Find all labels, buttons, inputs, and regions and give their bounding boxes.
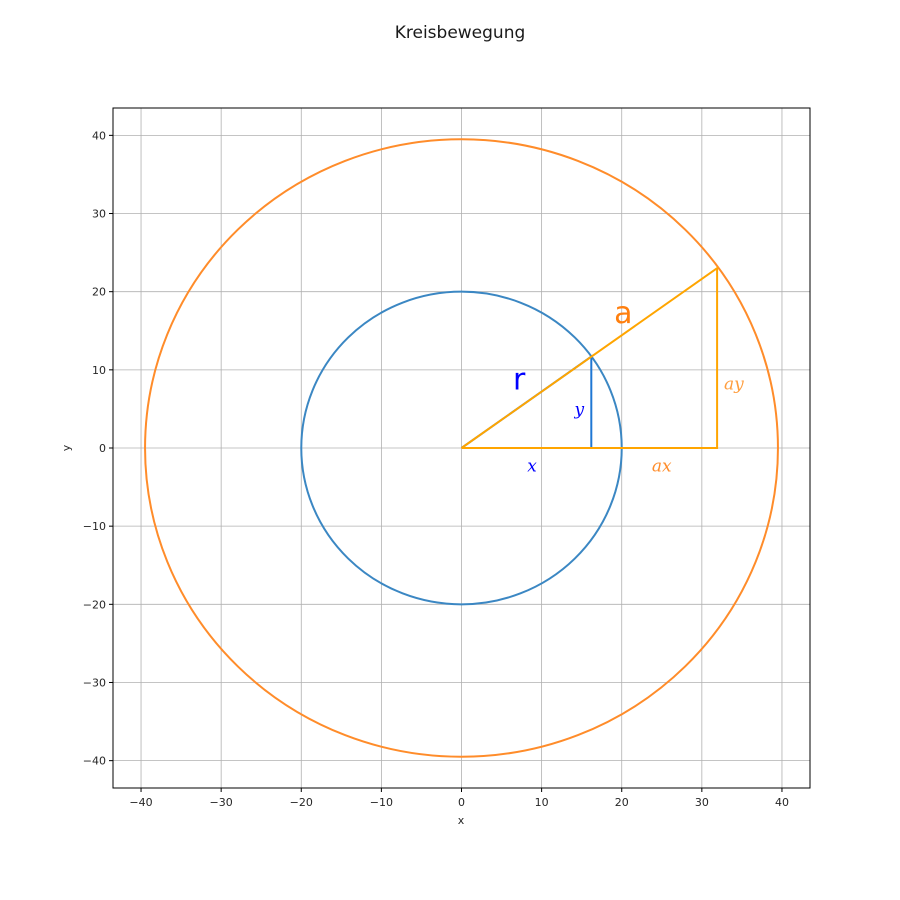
a_line-triangle: [460, 266, 719, 449]
y-tick-label: 20: [92, 286, 106, 299]
plot-area: [144, 138, 779, 758]
x-axis-label: x: [458, 814, 465, 827]
y-tick-label: −10: [83, 520, 106, 533]
y-tick-label: 10: [92, 364, 106, 377]
chart-title: Kreisbewegung: [395, 23, 526, 43]
x-tick-label: −30: [210, 796, 233, 809]
x-tick-label: −40: [129, 796, 152, 809]
x-tick-label: 20: [615, 796, 629, 809]
y-tick-label: 0: [99, 442, 106, 455]
annotation-x: x: [527, 456, 537, 476]
annotation-ay: ay: [724, 374, 744, 394]
annotation-r: r: [513, 362, 526, 397]
y-tick-label: 30: [92, 208, 106, 221]
y-tick-label: −30: [83, 676, 106, 689]
y-axis-label: y: [60, 444, 73, 451]
annotation-ax: ax: [652, 456, 672, 476]
x-tick-label: 0: [458, 796, 465, 809]
annotation-y: y: [573, 400, 584, 420]
x-tick-label: 10: [535, 796, 549, 809]
x-tick-label: 40: [775, 796, 789, 809]
axis-ticks: −40 −30 −20 −10 0 10 20 30 40 −40 −30 −20 −10 0 10 20 30…: [83, 129, 789, 809]
y-tick-label: −40: [83, 755, 106, 768]
x-tick-label: −20: [290, 796, 313, 809]
y-tick-label: 40: [92, 129, 106, 142]
y-tick-label: −20: [83, 598, 106, 611]
outer_circle-circle: [144, 138, 779, 758]
annotation-a: a: [614, 296, 632, 331]
x-tick-label: 30: [695, 796, 709, 809]
x-tick-label: −10: [370, 796, 393, 809]
